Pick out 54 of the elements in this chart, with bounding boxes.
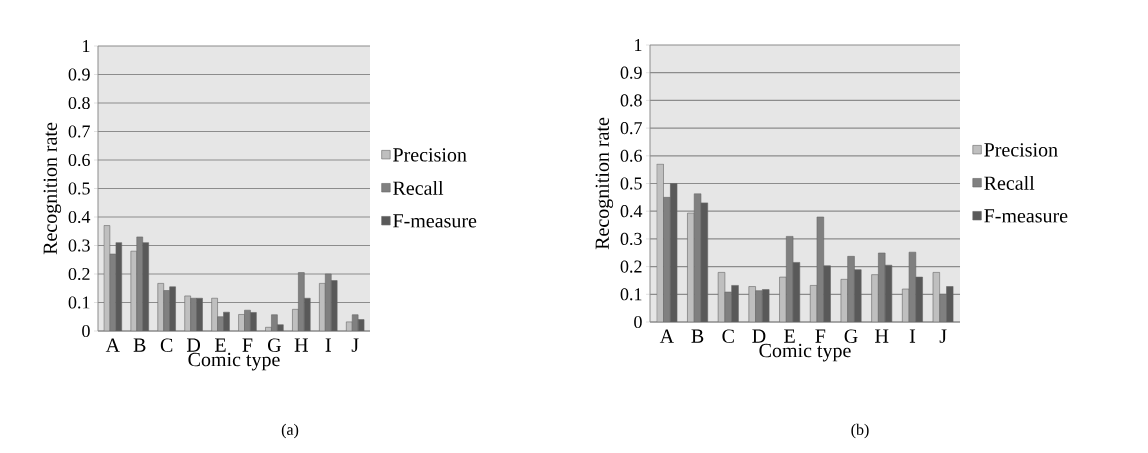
x-tick-label: J <box>939 329 947 343</box>
x-tick-label: H <box>875 329 889 343</box>
x-tick-label: A <box>659 329 674 343</box>
y-axis-title: Recognition rate <box>595 117 614 250</box>
y-tick-label: 0.5 <box>68 182 90 195</box>
x-tick-label: C <box>160 338 173 352</box>
y-tick-label: 0.5 <box>620 177 642 190</box>
x-tick-label: A <box>105 338 120 352</box>
x-tick-label: G <box>267 338 281 352</box>
legend-label: Recall <box>984 175 1035 190</box>
y-tick-label: 0.8 <box>620 94 642 107</box>
x-tick-label: F <box>815 329 826 343</box>
y-tick-label: 0.2 <box>68 267 90 281</box>
legend-label: Precision <box>984 143 1058 157</box>
x-tick-label: I <box>909 329 916 343</box>
y-tick-label: 0.4 <box>620 205 643 218</box>
x-tick-label: E <box>215 338 226 352</box>
y-tick-label: 0.8 <box>68 96 90 110</box>
y-tick-label: 0.4 <box>68 210 91 224</box>
y-tick-label: 1 <box>83 40 90 52</box>
x-axis-title: Comic type <box>188 352 280 371</box>
y-tick-label: 0.9 <box>620 66 642 79</box>
text: (a) <box>281 423 299 439</box>
x-tick-label: F <box>242 338 253 352</box>
y-tick-label: 0.1 <box>620 288 642 301</box>
x-tick-label: G <box>844 329 858 343</box>
x-tick-label: E <box>784 329 795 343</box>
y-tick-label: 0.6 <box>620 149 642 162</box>
x-tick-label: B <box>691 329 704 343</box>
x-tick-label: B <box>133 338 146 352</box>
y-tick-label: 0.7 <box>68 125 90 138</box>
y-tick-label: 0.3 <box>620 232 642 246</box>
x-tick-label: I <box>325 338 331 352</box>
y-tick-label: 0.7 <box>620 121 642 135</box>
y-tick-label: 0.1 <box>68 296 90 309</box>
legend-label: Recall <box>393 180 444 195</box>
x-tick-label: D <box>186 338 201 352</box>
y-tick-label: 0.2 <box>620 260 642 273</box>
y-tick-label: 0.6 <box>68 153 90 167</box>
y-tick-label: 0 <box>634 315 642 329</box>
y-tick-label: 0.3 <box>68 239 90 252</box>
x-tick-label: C <box>722 329 734 343</box>
x-axis-title: Comic type <box>759 343 851 362</box>
x-tick-label: D <box>752 329 766 343</box>
x-tick-label: H <box>294 338 308 352</box>
legend-label: F-measure <box>393 214 477 228</box>
y-tick-label: 1 <box>635 39 642 51</box>
legend-label: Precision <box>393 148 467 162</box>
x-tick-label: J <box>351 338 359 352</box>
y-tick-label: 0.9 <box>68 68 90 81</box>
y-tick-label: 0 <box>82 324 90 338</box>
y-axis-title: Recognition rate <box>43 122 62 255</box>
legend-label: F-measure <box>984 209 1068 223</box>
text: (b) <box>851 423 869 439</box>
